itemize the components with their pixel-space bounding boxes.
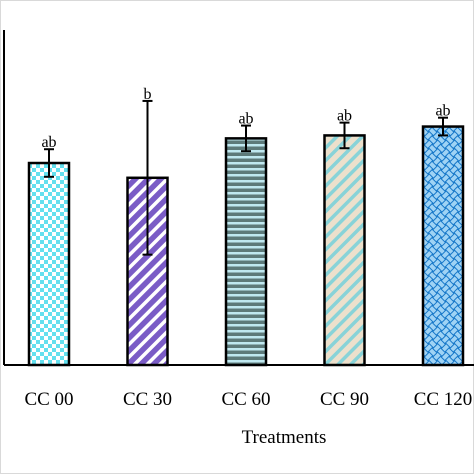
- error-bar: [438, 116, 448, 137]
- bar-cc-00: [27, 161, 71, 367]
- error-bar: [339, 121, 350, 150]
- x-tick-label: CC 30: [123, 389, 172, 410]
- error-bars: [44, 99, 448, 256]
- bar-cc-60: [224, 137, 268, 367]
- x-tick-label: CC 90: [320, 389, 369, 410]
- error-bar: [241, 124, 251, 153]
- x-tick-labels: CC 00 CC 30 CC 60 CC 90 CC 120: [24, 389, 472, 410]
- significance-label: b: [144, 86, 152, 103]
- error-bar: [142, 99, 153, 256]
- bar-series: [27, 125, 465, 367]
- significance-label: ab: [238, 111, 253, 128]
- x-tick-label: CC 120: [414, 389, 473, 410]
- significance-label: ab: [435, 103, 450, 120]
- x-axis-title: Treatments: [242, 427, 327, 448]
- x-tick-label: CC 60: [221, 389, 270, 410]
- bar-cc-120: [421, 125, 465, 367]
- significance-label: ab: [41, 134, 56, 151]
- significance-labels: ab b ab ab ab: [41, 86, 450, 151]
- bar-cc-90: [323, 134, 366, 367]
- significance-label: ab: [337, 108, 352, 125]
- x-tick-label: CC 00: [24, 389, 73, 410]
- error-bar: [44, 148, 54, 178]
